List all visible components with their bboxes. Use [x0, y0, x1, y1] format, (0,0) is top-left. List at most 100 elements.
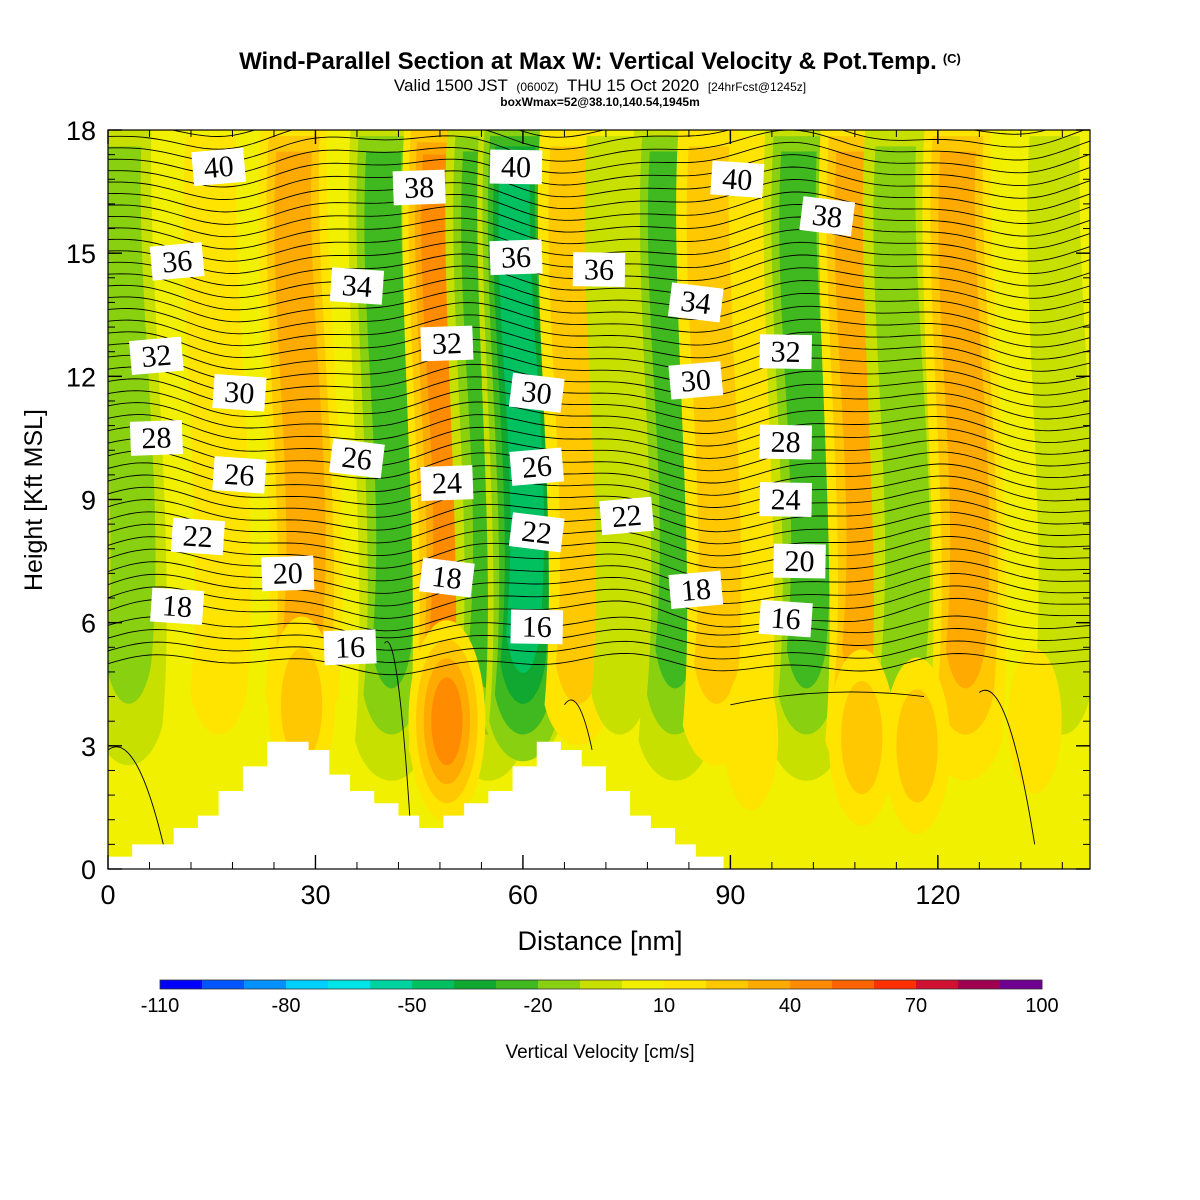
isotherm-label: 36 — [149, 242, 205, 281]
isotherm-label: 16 — [758, 599, 813, 638]
chart-title: Wind-Parallel Section at Max W: Vertical… — [239, 48, 961, 75]
velocity-cell — [724, 665, 779, 811]
isotherm-label: 34 — [667, 282, 724, 323]
colorbar-swatch — [706, 980, 749, 989]
colorbar-swatch — [538, 980, 581, 989]
isotherm-label: 22 — [170, 517, 226, 556]
isotherm-label-box — [420, 325, 474, 362]
isotherm-label-text: 36 — [584, 253, 615, 287]
isotherm-label: 28 — [759, 424, 813, 460]
isotherm-label-text: 34 — [679, 285, 713, 321]
isotherm-label-text: 32 — [140, 339, 173, 374]
isotherm-label-box — [509, 447, 565, 486]
chart-subtitle: Valid 1500 JST (0600Z) THU 15 Oct 2020 [… — [394, 76, 806, 95]
isotherm-label-box — [758, 599, 813, 638]
isotherm-label-text: 32 — [770, 335, 801, 369]
isotherm-label-text: 36 — [500, 241, 531, 275]
isotherm-label-box — [129, 420, 183, 456]
isotherm-label-text: 40 — [202, 150, 235, 185]
isotherm-label-text: 22 — [610, 499, 643, 534]
isentrope-line — [108, 474, 1090, 508]
isotherm-label: 18 — [418, 557, 475, 598]
isotherm-label: 22 — [599, 496, 655, 536]
isentrope-line — [108, 166, 1090, 200]
isotherm-label-text: 18 — [161, 589, 193, 624]
isotherm-label-text: 22 — [520, 515, 554, 551]
isotherm-label-text: 26 — [223, 458, 255, 493]
colorbar-swatch — [160, 980, 203, 989]
isentrope-line — [108, 462, 1090, 496]
isotherm-label: 26 — [212, 456, 267, 494]
isentrope-line — [108, 388, 1090, 422]
isotherm-label-box — [508, 372, 565, 413]
isotherm-label: 38 — [392, 169, 446, 206]
isentrope-line — [108, 154, 1090, 188]
velocity-band — [841, 680, 883, 795]
isotherm-label-text: 30 — [223, 376, 255, 411]
box-info-text: boxWmax=52@38.10,140.54,1945m — [500, 95, 700, 109]
isotherm-label-text: 26 — [340, 441, 374, 477]
isotherm-label: 30 — [508, 372, 565, 413]
isentrope-line — [108, 414, 1090, 447]
velocity-column — [1027, 136, 1090, 735]
isotherm-label-text: 20 — [272, 557, 303, 591]
isotherm-label: 34 — [329, 267, 385, 305]
isotherm-label: 40 — [710, 160, 765, 199]
colorbar-swatch — [1000, 980, 1043, 989]
velocity-band — [686, 146, 744, 704]
colorbar-swatch — [874, 980, 917, 989]
isotherm-label-box — [599, 496, 655, 536]
colorbar-tick-label: -110 — [141, 995, 180, 1017]
isotherm-label: 36 — [572, 252, 626, 288]
isotherm-label: 32 — [129, 336, 184, 376]
isentrope-line — [108, 277, 1090, 312]
isotherm-label: 30 — [668, 361, 724, 400]
isentrope-line — [108, 640, 1090, 663]
isotherm-label: 32 — [420, 325, 474, 362]
isentrope-line — [108, 450, 1090, 484]
colorbar-tick-label: 70 — [905, 995, 927, 1017]
isentrope-line — [108, 585, 1090, 619]
colorbar-tick-label: 100 — [1025, 995, 1058, 1017]
x-tick-label: 30 — [300, 880, 330, 910]
isotherm-label-box — [710, 160, 765, 199]
isotherm-label: 28 — [129, 420, 183, 456]
colorbar-swatch — [790, 980, 833, 989]
isentrope-line — [108, 615, 1090, 639]
isotherm-label-box — [150, 587, 205, 626]
terrain — [108, 741, 1090, 869]
isotherm-label: 30 — [212, 373, 267, 412]
isentrope-line — [108, 130, 1086, 150]
isotherm-label-box — [668, 361, 724, 400]
y-tick-label: 3 — [81, 732, 96, 762]
isotherm-label: 36 — [489, 239, 543, 276]
velocity-band — [873, 146, 931, 704]
isotherm-label-text: 36 — [161, 244, 194, 279]
isotherm-label-box — [170, 517, 226, 556]
isotherm-label-text: 16 — [334, 631, 365, 665]
isentrope-line — [564, 699, 593, 751]
isotherm-label: 26 — [509, 447, 565, 486]
isotherm-label-box — [418, 557, 475, 598]
colorbar-swatch — [748, 980, 791, 989]
isentrope-line — [108, 141, 1090, 175]
isotherm-label: 20 — [773, 543, 826, 579]
colorbar: -110 -80 -50 -20 10 40 70 100 — [141, 979, 1059, 1017]
isentrope-line — [108, 628, 1090, 651]
x-axis-label: Distance [nm] — [517, 926, 682, 956]
isotherm-label-box — [212, 373, 267, 412]
y-axis-label: Height [Kft MSL] — [20, 409, 48, 591]
isotherm-label-text: 28 — [141, 421, 172, 455]
isotherm-label-text: 34 — [341, 269, 373, 304]
isentrope-line — [108, 746, 164, 845]
isentrope-line — [108, 130, 1090, 163]
colorbar-tick-label: -20 — [524, 995, 553, 1017]
isotherm-labels: 40 38 40 40 38 36 36 36 34 34 32 32 32 30 30 30 28 28 26 26… — [129, 147, 856, 666]
isotherm-label-box — [191, 147, 247, 187]
isotherm-label-box — [773, 543, 826, 579]
velocity-band — [431, 677, 463, 766]
isotherm-label-text: 18 — [679, 573, 712, 608]
colorbar-swatch — [202, 980, 245, 989]
isotherm-label-box — [329, 438, 385, 479]
x-tick-label: 120 — [915, 880, 960, 910]
